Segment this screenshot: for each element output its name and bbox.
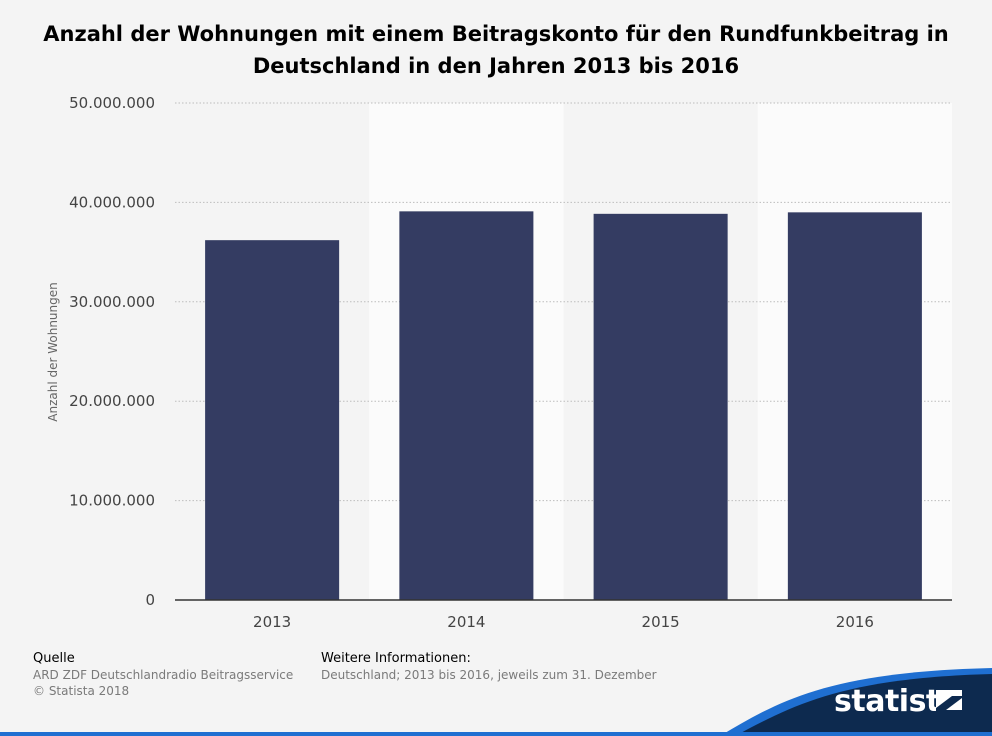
info-block: Weitere Informationen: Deutschland; 2013… xyxy=(321,651,657,683)
y-tick-labels: 0 10.000.000 20.000.000 30.000.000 40.000.00… xyxy=(69,94,155,609)
bar-2016[interactable] xyxy=(787,212,922,600)
info-heading: Weitere Informationen: xyxy=(321,651,471,666)
brand-swoosh xyxy=(735,674,992,736)
bar-2013[interactable] xyxy=(205,240,340,600)
y-tick-label: 0 xyxy=(145,591,155,609)
bottom-accent-line xyxy=(0,732,992,736)
y-tick-label: 50.000.000 xyxy=(69,94,155,112)
bar-2015[interactable] xyxy=(593,213,728,600)
y-tick-label: 10.000.000 xyxy=(69,492,155,510)
x-tick-label: 2016 xyxy=(836,613,874,631)
x-tick-label: 2013 xyxy=(253,613,291,631)
x-tick-labels: 2013 2014 2015 2016 xyxy=(253,613,874,631)
y-tick-label: 20.000.000 xyxy=(69,392,155,410)
chart-title-line-2: Deutschland in den Jahren 2013 bis 2016 xyxy=(252,54,740,78)
statista-logo-icon xyxy=(936,690,962,716)
info-text: Deutschland; 2013 bis 2016, jeweils zum … xyxy=(321,668,657,682)
chart-title-line-1: Anzahl der Wohnungen mit einem Beitragsk… xyxy=(43,22,949,46)
x-tick-label: 2014 xyxy=(447,613,485,631)
bars xyxy=(205,211,922,600)
y-axis-title: Anzahl der Wohnungen xyxy=(46,282,60,422)
source-line-1[interactable]: ARD ZDF Deutschlandradio Beitragsservice xyxy=(33,668,294,682)
chart-title: Anzahl der Wohnungen mit einem Beitragsk… xyxy=(20,18,972,82)
source-line-2: © Statista 2018 xyxy=(33,684,130,698)
y-tick-label: 30.000.000 xyxy=(69,293,155,311)
source-block: Quelle ARD ZDF Deutschlandradio Beitrags… xyxy=(33,651,293,699)
y-tick-label: 40.000.000 xyxy=(69,193,155,211)
bar-2014[interactable] xyxy=(399,211,534,600)
source-heading: Quelle xyxy=(33,651,75,666)
x-tick-label: 2015 xyxy=(642,613,680,631)
